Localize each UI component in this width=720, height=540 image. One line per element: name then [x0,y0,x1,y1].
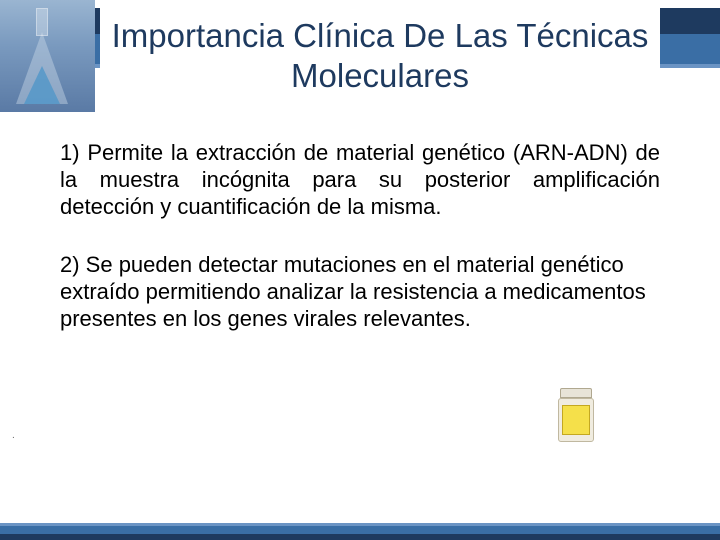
title-box: Importancia Clínica De Las Técnicas Mole… [100,6,660,106]
paragraph-1: 1) Permite la extracción de material gen… [60,140,660,220]
content-area: 1) Permite la extracción de material gen… [60,140,660,365]
flask-image-area [0,0,95,112]
paragraph-2: 2) Se pueden detectar mutaciones en el m… [60,252,660,332]
lab-flask-icon [8,8,76,104]
footer-bar [0,516,720,540]
footnote-dot: . [12,430,15,441]
slide-title: Importancia Clínica De Las Técnicas Mole… [110,16,650,95]
medicine-bottle-icon [556,388,596,442]
